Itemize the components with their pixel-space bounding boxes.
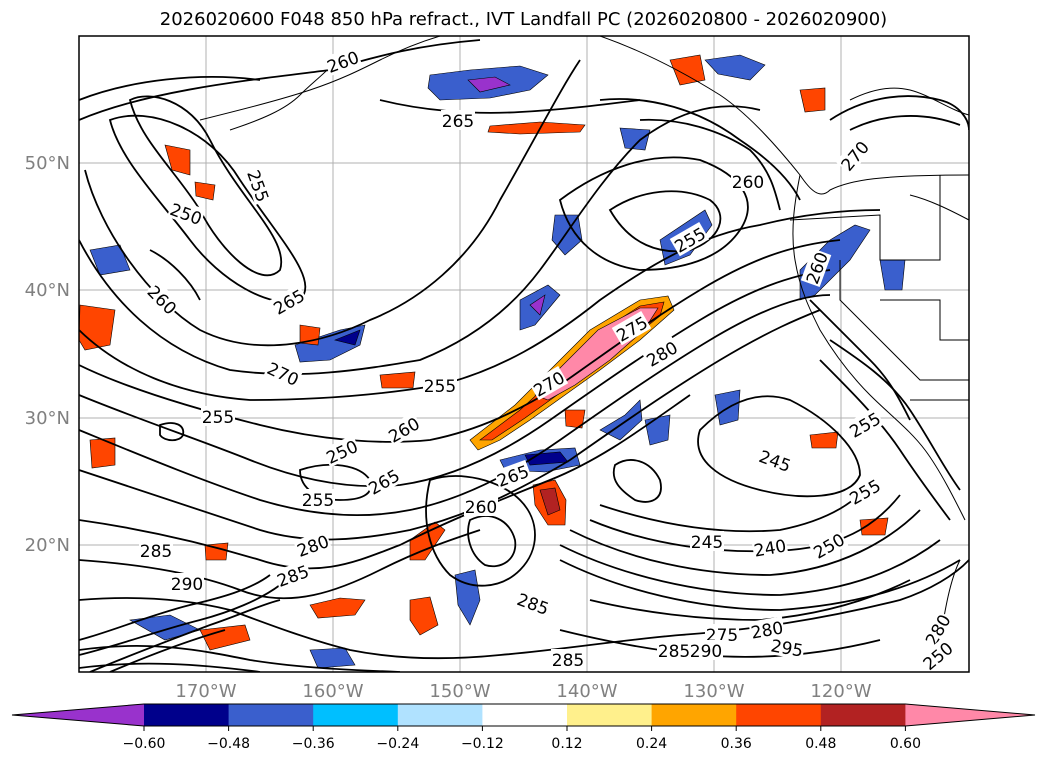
contour-label-text: 285 [140,542,172,562]
colorbar-segment [736,704,822,726]
contour-label: 255 [201,406,235,428]
lon-label: 150°W [429,681,490,702]
contour-label: 255 [301,489,335,511]
coastlines [199,36,969,672]
refractivity-contours [79,39,969,672]
lon-label: 160°W [302,681,363,702]
colorbar-tick-label: 0.36 [721,736,752,752]
colorbar-tick-label: 0.12 [551,736,582,752]
contour-label-text: 260 [732,173,764,193]
contour-label-text: 265 [442,112,474,132]
contour-label: 260 [464,496,498,518]
contour-label: 270 [528,365,569,402]
contour-label: 285 [657,640,691,662]
lat-label: 30°N [25,408,70,429]
contour-label-text: 255 [202,408,234,428]
lon-label: 130°W [683,681,744,702]
colorbar-segment [228,704,314,726]
colorbar-tick-label: 0.24 [636,736,667,752]
colorbar-segment [397,704,483,726]
contour-label-text: 290 [171,575,203,595]
lon-label: 120°W [810,681,871,702]
contour-label: 245 [690,531,724,553]
contour-label-text: 255 [424,377,456,397]
colorbar-tick-label: 0.60 [890,736,921,752]
contour-label: 280 [641,335,682,372]
colorbar-segment [820,704,906,726]
contour-label: 290 [689,640,723,662]
contour-label-text: 260 [465,498,497,518]
lat-label: 50°N [25,153,70,174]
colorbar-tick-label: −0.36 [292,736,335,752]
lon-label: 140°W [556,681,617,702]
colorbar-tick-label: −0.48 [207,736,250,752]
contour-label: 285 [139,540,173,562]
colorbar-segment [567,704,653,726]
contour-label-text: 255 [302,491,334,511]
lon-label: 170°W [175,681,236,702]
map-title: 2026020600 F048 850 hPa refract., IVT La… [159,9,888,30]
contour-label: 285 [551,649,585,671]
contour-label: 295 [768,634,806,662]
colorbar-tick-label: −0.12 [461,736,504,752]
longitude-labels: 170°W 160°W 150°W 140°W 130°W 120°W [175,681,871,702]
contour-label: 260 [731,171,765,193]
map-frame [78,35,970,673]
contour-label: 255 [423,375,457,397]
colorbar-segment [651,704,737,726]
colorbar-segment [144,704,230,726]
contour-label-text: 245 [691,533,723,553]
contour-label-text: 285 [658,642,690,662]
lat-label: 20°N [25,535,70,556]
contour-label: 265 [441,110,475,132]
colorbar-extend-high [905,704,1035,726]
lat-label: 40°N [25,280,70,301]
colorbar-segment [313,704,399,726]
latitude-labels: 50°N 40°N 30°N 20°N [25,153,70,556]
contour-label-text: 285 [552,651,584,671]
colorbar-segment [482,704,568,726]
colorbar-tick-label: −0.60 [123,736,166,752]
contour-label-text: 290 [690,642,722,662]
colorbar-tick-label: −0.24 [376,736,419,752]
colorbar: −0.60 −0.48 −0.36 −0.24 −0.12 0.12 0.24 0.36 0.4… [11,703,1036,752]
colorbar-tick-label: 0.48 [805,736,836,752]
contour-label: 290 [170,573,204,595]
colorbar-extend-low [12,704,144,726]
